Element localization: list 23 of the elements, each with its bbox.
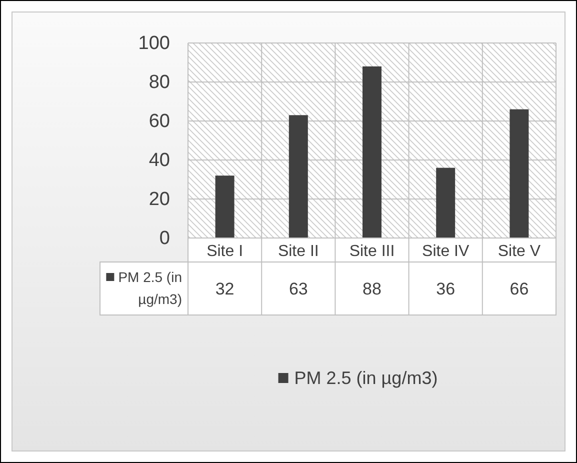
bar (362, 66, 382, 238)
data-label: 88 (362, 280, 382, 298)
legend-label: PM 2.5 (in µg/m3) (118, 269, 182, 307)
data-label: 66 (510, 280, 529, 298)
x-tick-label: Site II (278, 243, 319, 260)
x-tick-label: Site I (206, 243, 244, 260)
x-tick-label: Site III (349, 243, 395, 260)
data-label: 36 (436, 280, 456, 298)
x-tick-label: Site IV (422, 243, 470, 260)
y-tick-label: 40 (148, 150, 170, 172)
y-tick-label: 100 (138, 33, 170, 54)
bar (510, 109, 529, 238)
data-label: 32 (215, 280, 234, 298)
y-tick-label: 20 (148, 189, 170, 210)
bar (288, 115, 308, 238)
y-tick-label: 0 (159, 228, 170, 250)
y-tick-label: 60 (148, 111, 170, 132)
x-tick-label: Site V (498, 243, 541, 260)
bar (215, 176, 234, 238)
bar (436, 168, 456, 238)
data-label: 63 (288, 280, 308, 298)
y-tick-label: 80 (148, 72, 170, 94)
text: PM 2.5 (in µg/m3) (294, 368, 438, 388)
